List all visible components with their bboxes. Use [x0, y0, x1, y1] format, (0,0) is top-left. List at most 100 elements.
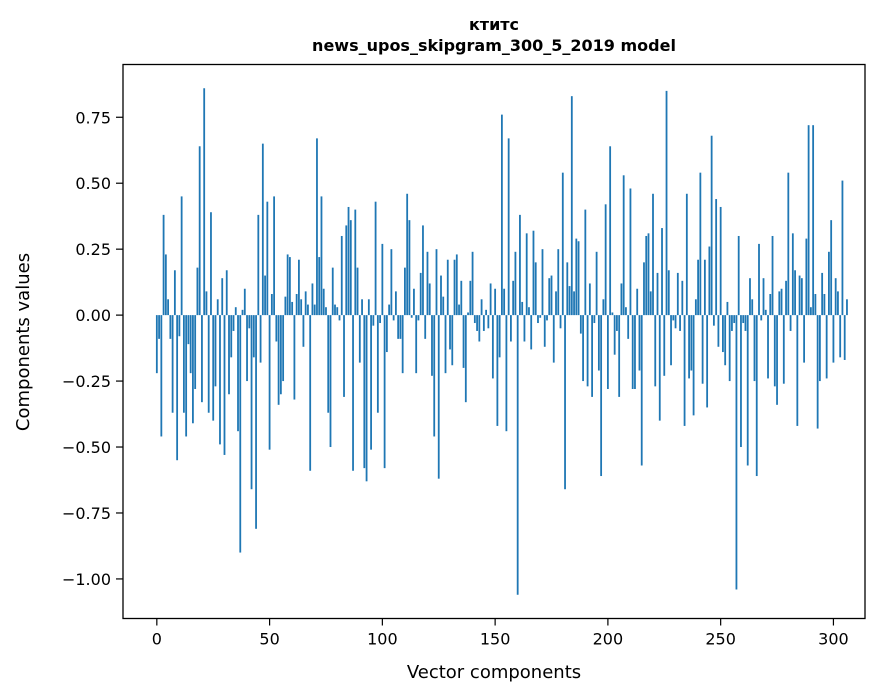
bar-139 [469, 280, 472, 316]
bar-16 [192, 315, 194, 424]
bar-158 [512, 280, 515, 316]
bar-208 [625, 307, 627, 316]
bar-59 [288, 257, 291, 316]
bar-269 [762, 278, 765, 316]
bar-165 [528, 307, 530, 316]
bar-92 [363, 315, 366, 469]
bar-223 [658, 315, 661, 421]
bar-155 [505, 315, 508, 432]
bar-142 [476, 315, 478, 331]
bar-292 [814, 294, 817, 316]
bar-107 [397, 315, 400, 339]
bar-111 [406, 193, 409, 316]
y-axis-label: Components values [13, 253, 34, 431]
bar-275 [776, 315, 778, 405]
bar-192 [588, 283, 591, 316]
bar-86 [349, 220, 352, 316]
bar-188 [579, 315, 582, 334]
bar-154 [503, 288, 506, 316]
bar-118 [422, 225, 424, 316]
bar-140 [471, 251, 474, 316]
bar-202 [611, 312, 614, 316]
bar-10 [178, 315, 181, 337]
bar-252 [724, 315, 727, 366]
x-tick-label: 100 [367, 630, 398, 649]
bar-96 [372, 315, 375, 326]
bar-4 [164, 254, 167, 316]
bar-71 [316, 138, 318, 316]
bar-3 [162, 214, 165, 316]
bar-302 [837, 291, 839, 316]
bar-200 [606, 315, 609, 389]
bar-287 [803, 315, 805, 363]
bar-41 [248, 315, 251, 329]
bar-38 [241, 309, 244, 316]
bar-186 [575, 238, 578, 316]
bar-64 [300, 299, 303, 316]
bar-35 [234, 307, 237, 316]
bar-209 [627, 315, 630, 339]
bar-53 [275, 315, 278, 342]
bar-258 [737, 235, 740, 316]
bar-90 [358, 315, 361, 363]
bar-52 [273, 196, 275, 316]
bar-201 [609, 146, 612, 316]
bar-28 [219, 315, 221, 445]
bar-95 [370, 315, 372, 450]
bar-255 [731, 315, 733, 331]
bar-266 [755, 315, 758, 477]
bar-267 [758, 243, 760, 316]
bar-243 [703, 259, 706, 316]
bar-251 [722, 315, 724, 353]
bar-225 [663, 315, 666, 376]
bar-166 [530, 315, 533, 350]
bar-93 [365, 315, 368, 482]
bar-33 [230, 315, 233, 358]
bar-217 [645, 235, 648, 316]
bar-175 [550, 275, 553, 316]
chart-title-line-2: news_upos_skipgram_300_5_2019 model [312, 36, 676, 55]
bar-301 [834, 278, 837, 316]
bar-303 [839, 315, 842, 358]
bar-235 [685, 193, 688, 316]
y-tick-label: −0.75 [62, 504, 111, 523]
bar-214 [638, 315, 641, 371]
bar-17 [194, 315, 197, 389]
bar-7 [171, 315, 174, 413]
bar-231 [676, 272, 679, 316]
bar-34 [232, 315, 235, 331]
bar-151 [496, 315, 499, 426]
bar-36 [237, 315, 239, 432]
bar-181 [564, 315, 566, 490]
bar-104 [390, 249, 393, 316]
bar-119 [424, 315, 427, 339]
bar-237 [690, 315, 693, 371]
bar-5 [167, 299, 169, 316]
x-tick-label: 0 [152, 630, 162, 649]
bar-233 [681, 280, 684, 316]
bar-78 [331, 267, 334, 316]
bar-37 [239, 315, 242, 553]
bar-156 [507, 138, 510, 316]
bar-169 [537, 315, 539, 324]
bar-265 [753, 315, 756, 382]
bar-185 [573, 291, 575, 316]
bar-98 [376, 315, 379, 413]
bar-145 [482, 315, 485, 331]
bar-43 [252, 315, 255, 358]
bar-178 [557, 249, 560, 316]
bar-112 [408, 220, 411, 316]
bar-195 [595, 251, 598, 316]
bar-58 [286, 254, 289, 316]
bar-88 [354, 209, 357, 316]
bar-293 [816, 315, 819, 429]
bar-80 [336, 307, 339, 316]
bar-25 [212, 315, 215, 421]
bar-206 [620, 283, 623, 316]
bar-204 [616, 315, 618, 331]
x-tick-label: 250 [705, 630, 736, 649]
bar-103 [388, 304, 391, 316]
bar-212 [634, 315, 636, 389]
bar-70 [313, 304, 316, 316]
bar-299 [830, 220, 833, 316]
